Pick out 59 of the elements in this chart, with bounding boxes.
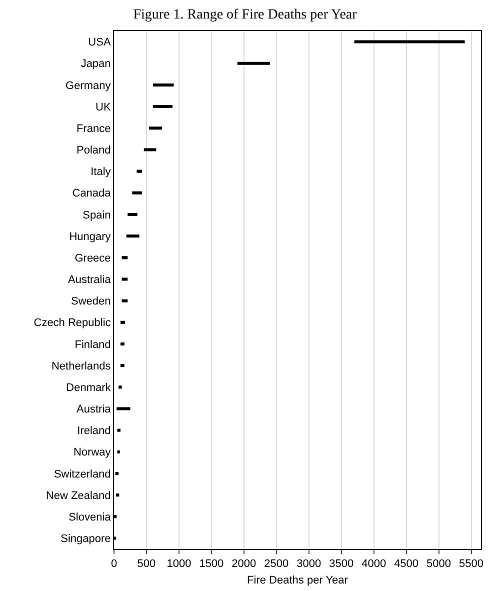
- bar: [237, 62, 270, 65]
- y-tick-label: Poland: [76, 144, 111, 157]
- bar: [120, 320, 126, 324]
- bar: [117, 450, 120, 454]
- y-tick-label: France: [76, 122, 111, 135]
- y-tick-label: Denmark: [66, 382, 112, 394]
- bar: [118, 386, 122, 389]
- y-tick-label: Norway: [74, 446, 112, 459]
- y-tick-label: USA: [88, 36, 112, 49]
- y-tick-label: Hungary: [69, 230, 112, 243]
- x-tick-label: 5000: [426, 558, 452, 570]
- x-tick-label: 5500: [459, 558, 484, 570]
- x-tick-label: 4000: [362, 558, 386, 570]
- x-tick-label: 500: [137, 558, 156, 570]
- y-tick-label: UK: [96, 101, 112, 114]
- x-tick-label: 3000: [296, 558, 322, 570]
- x-tick-label: 1000: [166, 558, 192, 570]
- y-tick-label: Finland: [74, 338, 111, 351]
- y-tick-label: Canada: [72, 188, 112, 200]
- bar: [117, 428, 120, 432]
- x-tick-label: 0: [110, 558, 118, 570]
- y-tick-label: Switzerland: [54, 468, 111, 480]
- bar: [122, 278, 128, 281]
- bar: [122, 256, 128, 260]
- y-tick-label: Netherlands: [51, 360, 112, 372]
- y-tick-label: Sweden: [71, 296, 111, 308]
- bar: [116, 494, 120, 497]
- y-tick-label: Greece: [74, 252, 111, 264]
- bar: [116, 407, 130, 410]
- bar: [128, 212, 138, 216]
- y-tick-label: Slovenia: [68, 511, 112, 524]
- bar: [136, 170, 142, 173]
- bar: [152, 83, 174, 86]
- x-tick-label: 4500: [394, 558, 419, 570]
- y-tick-label: New Zealand: [46, 490, 111, 502]
- bar: [149, 126, 162, 130]
- y-tick-label: Germany: [66, 80, 112, 92]
- x-tick-label: 2000: [232, 558, 256, 570]
- bar: [120, 364, 124, 368]
- x-axis-title: Fire Deaths per Year: [247, 574, 348, 586]
- x-tick-label: 2500: [264, 558, 289, 570]
- bar: [144, 148, 156, 152]
- bar: [120, 342, 124, 346]
- y-tick-label: Japan: [80, 58, 111, 70]
- bar: [132, 191, 142, 194]
- y-tick-label: Austria: [76, 404, 112, 416]
- y-tick-label: Spain: [82, 209, 111, 222]
- bar: [126, 234, 140, 238]
- y-tick-label: Czech Republic: [34, 317, 112, 330]
- chart-title: Figure 1. Range of Fire Deaths per Year: [133, 8, 358, 23]
- y-tick-label: Ireland: [77, 425, 111, 438]
- bar: [354, 40, 465, 44]
- y-tick-label: Australia: [68, 274, 112, 286]
- y-tick-label: Singapore: [60, 533, 111, 546]
- bar: [152, 105, 172, 108]
- bar: [122, 299, 128, 302]
- y-tick-label: Italy: [90, 166, 112, 178]
- x-tick-label: 1500: [199, 558, 224, 570]
- x-tick-label: 3500: [329, 558, 354, 570]
